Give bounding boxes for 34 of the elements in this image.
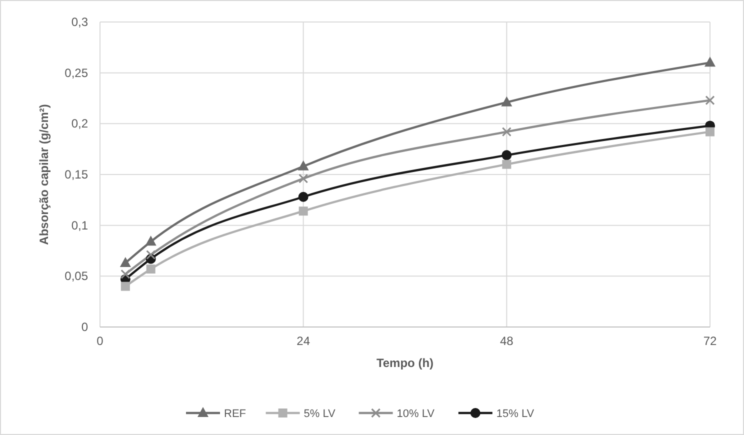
point	[501, 96, 512, 106]
y-tick-label: 0,15	[64, 168, 88, 182]
point	[704, 56, 716, 67]
y-tick-label: 0,1	[71, 218, 88, 232]
x-axis-title: Tempo (h)	[376, 356, 434, 370]
x-tick-label: 24	[296, 334, 310, 348]
x-tick-label: 0	[96, 334, 104, 348]
point	[706, 127, 714, 136]
legend-label: 5% LV	[304, 408, 336, 420]
point	[705, 95, 715, 106]
x-tick-label: 48	[500, 334, 514, 348]
y-tick-label: 0	[81, 320, 88, 334]
y-tick-label: 0,3	[71, 15, 88, 29]
point	[120, 269, 130, 279]
y-tick-label: 0,25	[64, 66, 88, 80]
point	[298, 174, 308, 184]
legend-label: 15% LV	[496, 408, 535, 420]
y-axis-title: Absorção capilar (g/cm²)	[37, 104, 51, 245]
legend-label: REF	[224, 408, 246, 420]
point	[502, 127, 512, 137]
point	[298, 160, 309, 170]
point	[298, 206, 308, 216]
point	[298, 192, 308, 202]
point	[502, 150, 512, 160]
point	[502, 160, 512, 169]
point	[146, 250, 156, 260]
legend-label: 10% LV	[396, 408, 436, 420]
point	[145, 236, 156, 246]
point	[120, 282, 130, 291]
y-tick-label: 0,05	[64, 269, 88, 284]
point	[120, 256, 131, 267]
point	[146, 264, 156, 274]
y-tick-label: 0,2	[71, 116, 88, 131]
x-tick-label: 72	[703, 334, 717, 348]
